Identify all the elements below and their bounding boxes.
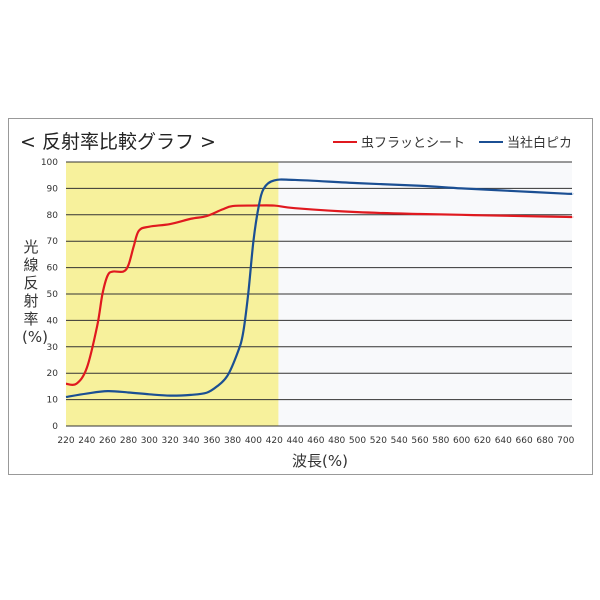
y-tick-label: 40 — [47, 316, 59, 326]
x-tick-label: 580 — [432, 436, 449, 446]
x-tick-label: 300 — [141, 436, 158, 446]
y-tick-label: 10 — [47, 396, 59, 406]
x-tick-label: 520 — [370, 436, 387, 446]
x-tick-label: 280 — [120, 436, 137, 446]
y-tick-label: 100 — [41, 158, 58, 168]
x-tick-label: 260 — [99, 436, 116, 446]
x-tick-label: 660 — [516, 436, 533, 446]
legend-swatch — [332, 140, 357, 143]
x-tick-label: 220 — [57, 436, 74, 446]
y-tick-label: 50 — [47, 290, 59, 300]
x-tick-label: 600 — [453, 436, 470, 446]
legend: 虫フラッとシート 当社白ピカ — [332, 132, 572, 151]
x-tick-label: 420 — [266, 436, 283, 446]
x-tick-label: 440 — [286, 436, 303, 446]
x-tick-label: 380 — [224, 436, 241, 446]
x-tick-label: 620 — [474, 436, 491, 446]
x-tick-label: 480 — [328, 436, 345, 446]
y-tick-label: 90 — [47, 184, 59, 194]
x-tick-label: 640 — [495, 436, 512, 446]
x-tick-label: 500 — [349, 436, 366, 446]
series-line-2 — [65, 178, 574, 399]
x-axis-label: 波長(%) — [292, 452, 348, 470]
x-tick-label: 400 — [245, 436, 262, 446]
legend-label: 虫フラッとシート — [360, 136, 465, 151]
x-tick-label: 540 — [391, 436, 408, 446]
legend-item-red: 虫フラッとシート — [332, 132, 465, 151]
y-axis-label: 光線反射率(%) — [22, 238, 48, 346]
y-tick-label: 30 — [47, 343, 59, 353]
x-tick-label: 320 — [162, 436, 179, 446]
y-tick-label: 70 — [47, 237, 59, 247]
series-line-1 — [65, 204, 574, 387]
x-tick-label: 240 — [78, 436, 95, 446]
y-tick-label: 80 — [47, 211, 59, 221]
x-tick-label: 680 — [536, 436, 553, 446]
y-tick-label: 0 — [52, 422, 58, 432]
x-tick-label: 560 — [411, 436, 428, 446]
legend-item-blue: 当社白ピカ — [478, 132, 572, 151]
chart-title: < 反射率比較グラフ > — [20, 131, 216, 153]
x-tick-label: 360 — [203, 436, 220, 446]
x-tick-label: 700 — [557, 436, 574, 446]
x-tick-label: 340 — [182, 436, 199, 446]
y-tick-label: 60 — [47, 264, 59, 274]
x-tick-label: 460 — [307, 436, 324, 446]
legend-label: 当社白ピカ — [506, 136, 572, 151]
legend-swatch — [478, 140, 503, 143]
y-tick-label: 20 — [47, 369, 59, 379]
